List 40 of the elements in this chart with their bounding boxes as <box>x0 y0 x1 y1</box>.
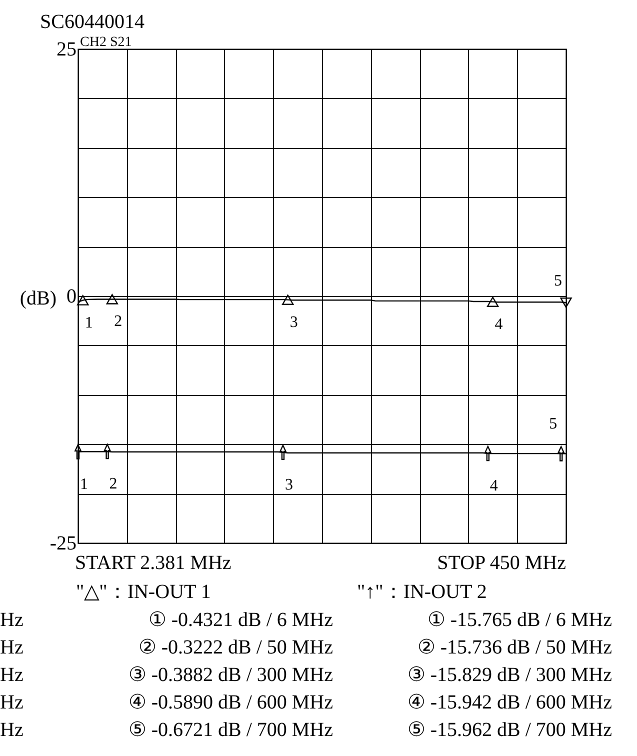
annotation: 1 <box>80 476 88 493</box>
annotation: 4 <box>494 316 503 333</box>
text: ⑤ -15.962 dB / 700 MHz <box>407 719 612 741</box>
annotation: 3 <box>290 314 298 331</box>
text: Hz <box>0 636 24 658</box>
text: Hz <box>0 692 24 714</box>
text: ① -0.4321 dB / 6 MHz <box>148 609 334 631</box>
y-tick-label: 25 <box>56 38 76 60</box>
annotation: 1 <box>84 314 93 332</box>
text: STOP 450 MHz <box>437 552 566 574</box>
text: Hz <box>0 664 24 686</box>
text: ① -15.765 dB / 6 MHz <box>427 609 612 631</box>
chart-title: SC60440014 <box>40 11 144 33</box>
text: Hz <box>0 609 24 631</box>
point <box>282 294 294 305</box>
annotation: CH2 S21 <box>80 35 132 50</box>
y-tick-label: -25 <box>50 532 76 554</box>
text: ⑤ -0.6721 dB / 700 MHz <box>128 719 334 741</box>
text: "△"：IN-OUT 1 <box>76 581 211 603</box>
text: "↑"：IN-OUT 2 <box>357 581 487 603</box>
text: ② -15.736 dB / 50 MHz <box>417 636 612 658</box>
annotation: 5 <box>554 272 562 290</box>
text: ③ -0.3882 dB / 300 MHz <box>128 664 334 686</box>
annotation: 4 <box>490 478 498 495</box>
text: START 2.381 MHz <box>75 552 232 574</box>
point <box>486 296 499 307</box>
y-tick-label: 0 <box>66 286 76 308</box>
text: ④ -0.5890 dB / 600 MHz <box>128 692 334 714</box>
text: ④ -15.942 dB / 600 MHz <box>407 692 612 714</box>
text: Hz <box>0 719 24 741</box>
annotation: 2 <box>109 475 118 492</box>
annotation: 3 <box>284 476 293 494</box>
annotation: 2 <box>114 313 122 330</box>
annotation: 5 <box>549 416 558 433</box>
text: ② -0.3222 dB / 50 MHz <box>138 636 334 658</box>
point <box>106 294 118 304</box>
y-axis-title: (dB) <box>20 288 56 310</box>
point <box>77 295 89 306</box>
text: ③ -15.829 dB / 300 MHz <box>407 664 612 686</box>
point <box>560 298 572 308</box>
